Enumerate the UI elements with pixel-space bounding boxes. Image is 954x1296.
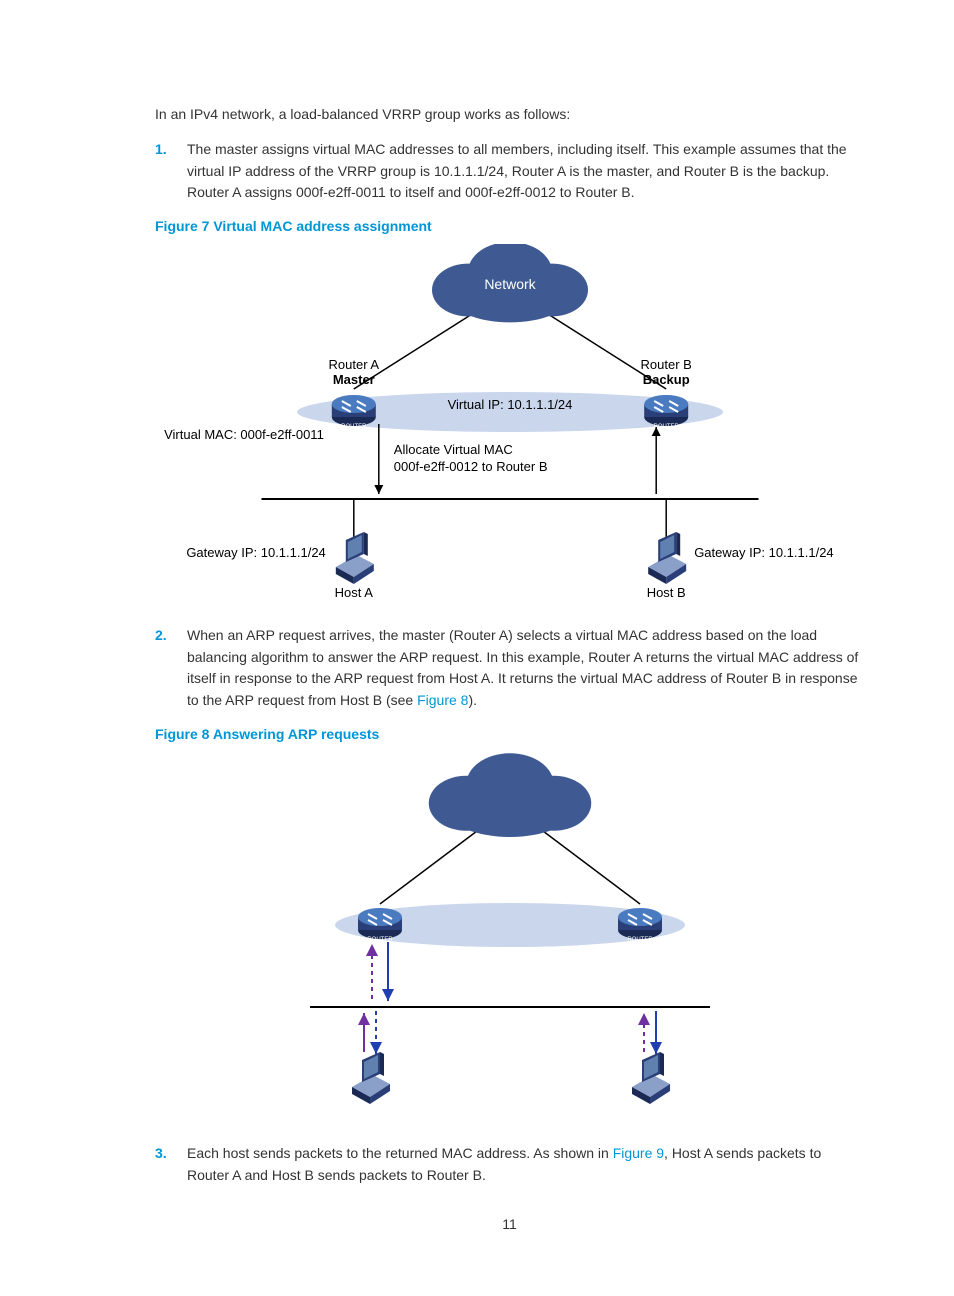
svg-text:Allocate Virtual MAC: Allocate Virtual MAC [394,442,513,457]
svg-text:Network: Network [484,276,536,292]
step-text: Each host sends packets to the returned … [187,1143,864,1186]
step-1: 1. The master assigns virtual MAC addres… [155,139,864,204]
svg-text:Virtual IP: 10.1.1.1/24: Virtual IP: 10.1.1.1/24 [448,397,573,412]
svg-text:Router B: Router B [641,357,692,372]
svg-text:ROUTER: ROUTER [627,937,653,943]
svg-text:000f-e2ff-0012 to Router B: 000f-e2ff-0012 to Router B [394,459,548,474]
figure-8-diagram: ROUTER ROUTER [260,752,760,1125]
step-text: When an ARP request arrives, the master … [187,625,864,712]
step-number: 1. [155,139,187,204]
step-text: The master assigns virtual MAC addresses… [187,139,864,204]
figure-8-link[interactable]: Figure 8 [417,692,468,708]
svg-text:Host A: Host A [335,585,374,600]
figure-9-link[interactable]: Figure 9 [613,1145,664,1161]
svg-text:Virtual MAC: 000f-e2ff-0011: Virtual MAC: 000f-e2ff-0011 [164,427,324,442]
page-number: 11 [155,1216,864,1232]
svg-text:Host B: Host B [647,585,686,600]
svg-text:Gateway IP: 10.1.1.1/24: Gateway IP: 10.1.1.1/24 [186,545,325,560]
step-number: 3. [155,1143,187,1186]
svg-text:ROUTER: ROUTER [654,424,680,430]
svg-text:Router A: Router A [329,357,380,372]
svg-text:Gateway IP: 10.1.1.1/24: Gateway IP: 10.1.1.1/24 [694,545,833,560]
step-3: 3. Each host sends packets to the return… [155,1143,864,1186]
svg-text:ROUTER: ROUTER [341,424,367,430]
figure-7-diagram: Network Router AMaster Router BBackup Virtu… [155,244,865,607]
step-2: 2. When an ARP request arrives, the mast… [155,625,864,712]
step-number: 2. [155,625,187,712]
figure-7-caption: Figure 7 Virtual MAC address assignment [155,218,864,234]
svg-text:ROUTER: ROUTER [367,937,393,943]
svg-text:Backup: Backup [643,372,690,387]
figure-8-caption: Figure 8 Answering ARP requests [155,726,864,742]
intro-paragraph: In an IPv4 network, a load-balanced VRRP… [155,104,864,125]
svg-text:Master: Master [333,372,375,387]
